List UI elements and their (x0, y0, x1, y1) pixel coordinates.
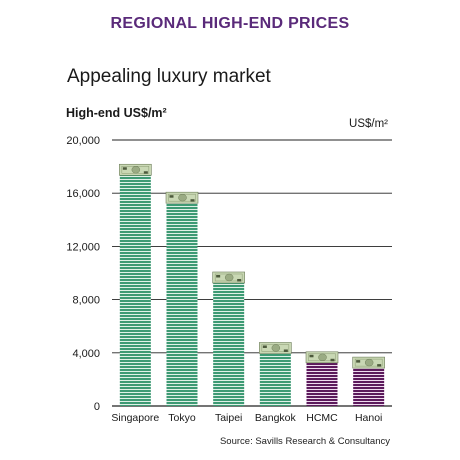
y-tick-label: 20,000 (66, 135, 100, 147)
x-tick-label: Singapore (111, 412, 159, 424)
bar (119, 175, 151, 406)
chart-title: Appealing luxury market (67, 66, 271, 87)
banknote-icon (305, 351, 339, 364)
x-tick-label: Taipei (215, 412, 242, 424)
x-tick-label: HCMC (306, 412, 338, 424)
y-tick-label: 4,000 (72, 348, 100, 360)
banknote-icon (259, 342, 292, 354)
y-tick-label: 12,000 (66, 241, 100, 253)
bar (306, 362, 338, 406)
bar (259, 353, 291, 406)
x-tick-label: Bangkok (255, 412, 297, 424)
source-note: Source: Savills Research & Consultancy (219, 436, 390, 447)
y-tick-label: 8,000 (72, 295, 100, 307)
y-tick-label: 0 (94, 401, 100, 413)
banknote-icon (352, 356, 385, 369)
unit-label: US$/m² (349, 118, 388, 130)
bar (353, 368, 385, 406)
bar (213, 282, 245, 406)
y-axis-label: High-end US$/m² (66, 106, 167, 120)
x-tick-label: Hanoi (355, 412, 382, 424)
banknote-icon (165, 191, 199, 204)
x-tick-label: Tokyo (168, 412, 196, 424)
banknote-icon (119, 163, 152, 176)
bar (166, 203, 198, 406)
y-tick-label: 16,000 (66, 188, 100, 200)
banknote-icon (212, 271, 245, 284)
infographic-header: REGIONAL HIGH-END PRICES (110, 15, 350, 32)
